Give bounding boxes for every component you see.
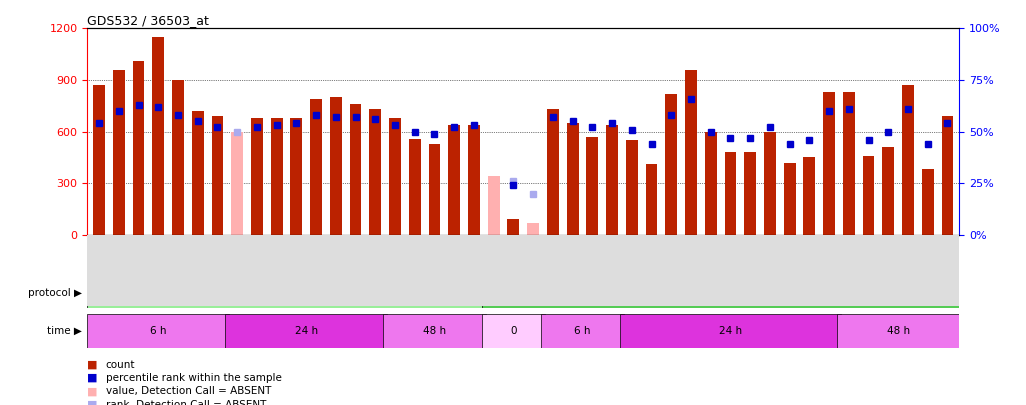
Bar [587, 137, 598, 235]
Bar [429, 144, 440, 235]
Bar [645, 164, 658, 235]
Bar [620, 314, 841, 348]
Text: protocol ▶: protocol ▶ [28, 288, 82, 298]
Bar [93, 85, 105, 235]
Bar [921, 169, 934, 235]
Bar [527, 223, 539, 235]
Bar [152, 37, 164, 235]
Text: ■: ■ [87, 360, 97, 369]
Bar [87, 314, 229, 348]
Bar [764, 132, 776, 235]
Bar [942, 116, 953, 235]
Bar [784, 163, 795, 235]
Text: 6 h: 6 h [575, 326, 591, 336]
Bar [192, 111, 203, 235]
Text: 6 h: 6 h [150, 326, 166, 336]
Bar [882, 147, 895, 235]
Bar [132, 61, 145, 235]
Bar [843, 92, 855, 235]
Text: value, Detection Call = ABSENT: value, Detection Call = ABSENT [106, 386, 271, 396]
Bar [837, 314, 959, 348]
Bar [863, 156, 874, 235]
Text: 48 h: 48 h [423, 326, 446, 336]
Bar [310, 99, 322, 235]
Bar [211, 116, 224, 235]
Bar [87, 277, 485, 308]
Bar [724, 152, 737, 235]
Bar [231, 132, 243, 235]
Text: ■: ■ [87, 400, 97, 405]
Bar [902, 85, 914, 235]
Text: 24 h: 24 h [719, 326, 742, 336]
Bar [172, 80, 184, 235]
Bar [685, 70, 697, 235]
Bar [547, 109, 559, 235]
Bar [369, 109, 382, 235]
Text: GDS532 / 36503_at: GDS532 / 36503_at [87, 14, 209, 27]
Text: count: count [106, 360, 135, 369]
Bar [482, 277, 959, 308]
Bar [665, 94, 677, 235]
Bar [408, 139, 421, 235]
Bar [468, 125, 480, 235]
Text: time ▶: time ▶ [47, 326, 82, 336]
Bar [226, 314, 387, 348]
Text: 48 h: 48 h [886, 326, 910, 336]
Text: rank, Detection Call = ABSENT: rank, Detection Call = ABSENT [106, 400, 266, 405]
Bar [251, 118, 263, 235]
Bar [744, 152, 756, 235]
Bar [487, 177, 500, 235]
Bar [803, 158, 816, 235]
Bar [350, 104, 361, 235]
Text: 60 mm Hg hydrostatic pressure: 60 mm Hg hydrostatic pressure [204, 288, 369, 298]
Bar [389, 118, 401, 235]
Bar [606, 125, 618, 235]
Bar [705, 132, 716, 235]
Text: 24 h: 24 h [294, 326, 318, 336]
Bar [566, 123, 579, 235]
Bar [626, 140, 638, 235]
Bar [508, 220, 519, 235]
Bar [541, 314, 624, 348]
Bar [290, 118, 303, 235]
Text: percentile rank within the sample: percentile rank within the sample [106, 373, 281, 383]
Bar [823, 92, 835, 235]
Bar [330, 97, 342, 235]
Text: ambient pressure: ambient pressure [675, 288, 766, 298]
Bar [482, 314, 545, 348]
Bar [271, 118, 282, 235]
Text: ■: ■ [87, 386, 97, 396]
Text: ■: ■ [87, 373, 97, 383]
Bar [113, 70, 125, 235]
Bar [448, 125, 460, 235]
Bar [383, 314, 485, 348]
Text: 0: 0 [510, 326, 517, 336]
